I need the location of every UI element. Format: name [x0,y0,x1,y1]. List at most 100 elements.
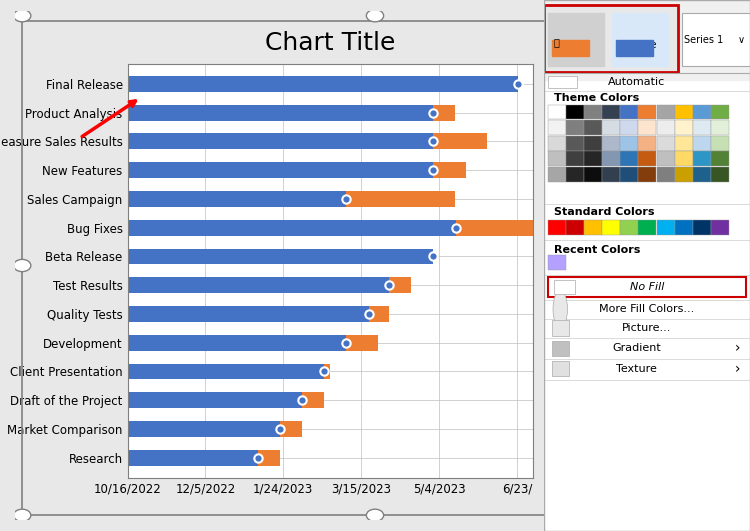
Bar [128,392,302,408]
Bar [711,151,729,166]
Bar [656,167,674,182]
Bar [302,392,324,408]
Circle shape [366,10,384,22]
Bar [711,167,729,182]
Bar [548,167,566,182]
Bar [656,120,674,135]
Text: Texture: Texture [616,364,657,373]
Bar [693,151,711,166]
Bar [128,450,258,466]
Circle shape [13,10,31,22]
Bar [711,220,729,235]
Bar [548,255,566,270]
Bar [433,105,454,121]
Bar [693,105,711,119]
Text: 🖊: 🖊 [554,38,559,47]
Bar [612,13,668,66]
Bar [548,120,566,135]
Text: Gradient: Gradient [612,343,661,353]
Bar [128,364,324,379]
Bar [554,280,574,294]
Bar [552,361,568,376]
Bar [693,220,711,235]
Bar [389,277,411,293]
Bar [128,249,433,264]
Circle shape [13,509,31,521]
Bar [566,120,584,135]
Text: Outline: Outline [622,40,658,50]
Bar [693,167,711,182]
Bar [548,76,577,88]
Bar [548,136,566,151]
Bar [369,306,389,322]
Circle shape [366,509,384,521]
Bar [548,151,566,166]
Text: Automatic: Automatic [608,77,665,87]
Bar [711,105,729,119]
Text: Picture...: Picture... [622,323,671,333]
Text: More Fill Colors...: More Fill Colors... [599,304,694,314]
Bar [693,120,711,135]
Bar [602,167,620,182]
Bar [638,167,656,182]
Text: ∨: ∨ [738,35,746,45]
Bar [566,151,584,166]
Bar [324,364,330,379]
Bar [128,76,518,92]
Bar [656,105,674,119]
Bar [638,120,656,135]
Circle shape [719,259,736,272]
Bar [584,136,602,151]
Bar [656,151,674,166]
Bar [638,220,656,235]
Text: Series 1: Series 1 [684,35,723,45]
Bar [584,105,602,119]
Bar [620,120,638,135]
Bar [584,120,602,135]
Bar [346,191,454,207]
Bar [548,277,746,297]
Bar [711,120,729,135]
Bar [128,133,433,149]
Bar [675,167,693,182]
Bar [456,220,532,236]
Bar [128,162,433,178]
Bar [566,136,584,151]
Bar [433,162,466,178]
Bar [602,120,620,135]
Bar [548,13,604,66]
Bar [675,220,693,235]
Bar [620,105,638,119]
Bar [602,220,620,235]
Bar [128,306,369,322]
Bar [128,105,433,121]
Bar [128,191,346,207]
Text: No Fill: No Fill [630,282,664,292]
Bar [566,105,584,119]
Text: Recent Colors: Recent Colors [554,245,640,254]
Bar [433,133,488,149]
Bar [656,136,674,151]
Bar [711,136,729,151]
Bar [656,220,674,235]
Bar [544,5,678,72]
Bar [128,335,346,350]
Bar [602,151,620,166]
Text: ›: › [735,362,740,375]
Bar [675,151,693,166]
Circle shape [719,10,736,22]
Bar [566,220,584,235]
Bar [620,167,638,182]
Bar [675,136,693,151]
Title: Chart Title: Chart Title [265,31,395,55]
Bar [280,421,302,437]
Circle shape [719,509,736,521]
Bar [620,220,638,235]
Text: Theme Colors: Theme Colors [554,93,639,103]
Bar [346,335,378,350]
Bar [552,40,590,56]
Bar [675,105,693,119]
Bar [584,167,602,182]
Bar [544,0,750,80]
Bar [602,105,620,119]
